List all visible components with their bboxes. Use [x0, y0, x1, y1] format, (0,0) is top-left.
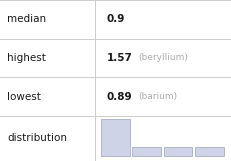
Text: (beryllium): (beryllium) — [137, 53, 187, 62]
Text: highest: highest — [7, 53, 46, 63]
Text: median: median — [7, 14, 46, 24]
Text: 0.89: 0.89 — [106, 92, 132, 102]
Text: 1.57: 1.57 — [106, 53, 132, 63]
Bar — [163, 147, 191, 156]
Bar — [101, 119, 129, 156]
Text: lowest: lowest — [7, 92, 41, 102]
Bar — [194, 147, 223, 156]
Text: 0.9: 0.9 — [106, 14, 125, 24]
Text: distribution: distribution — [7, 133, 67, 143]
Bar — [132, 147, 160, 156]
Text: (barium): (barium) — [137, 92, 176, 101]
